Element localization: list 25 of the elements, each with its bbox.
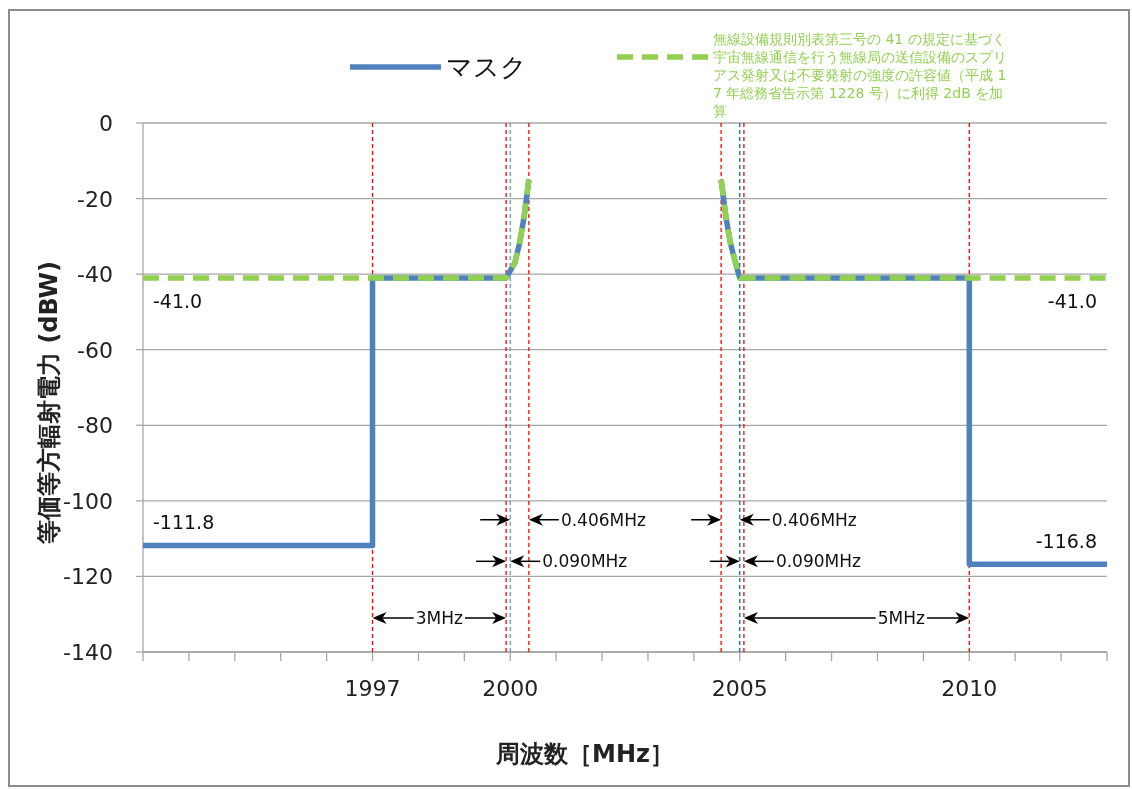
- annotation: 3MHz: [415, 607, 463, 628]
- x-tick-label: 2005: [711, 676, 768, 701]
- annotation: 0.406MHz: [771, 509, 857, 530]
- x-tick-label: 1997: [344, 676, 401, 701]
- x-tick-label: 2010: [941, 676, 998, 701]
- y-tick-label: -60: [77, 337, 113, 363]
- x-axis-title: 周波数［MHz］: [495, 740, 674, 768]
- y-tick-label: -20: [77, 186, 113, 212]
- annotation: -116.8: [1035, 530, 1097, 553]
- y-axis-title: 等価等方輻射電力 (dBW): [35, 261, 63, 545]
- annotation: 5MHz: [877, 607, 925, 628]
- y-tick-label: -140: [63, 640, 113, 665]
- annotation: 0.406MHz: [560, 509, 646, 530]
- y-tick-label: -40: [77, 262, 113, 288]
- annotation: 0.090MHz: [775, 551, 862, 572]
- x-tick-label: 2000: [482, 676, 539, 701]
- annotation: 0.090MHz: [542, 551, 628, 572]
- annotation: -111.8: [153, 511, 215, 534]
- annotation: -41.0: [153, 289, 203, 312]
- y-tick-label: -100: [63, 488, 113, 514]
- y-tick-label: 0: [99, 111, 113, 136]
- annotation: -41.0: [1047, 289, 1097, 312]
- y-tick-label: -120: [63, 564, 113, 590]
- legend-label: マスク: [446, 52, 527, 82]
- y-tick-label: -80: [77, 413, 113, 439]
